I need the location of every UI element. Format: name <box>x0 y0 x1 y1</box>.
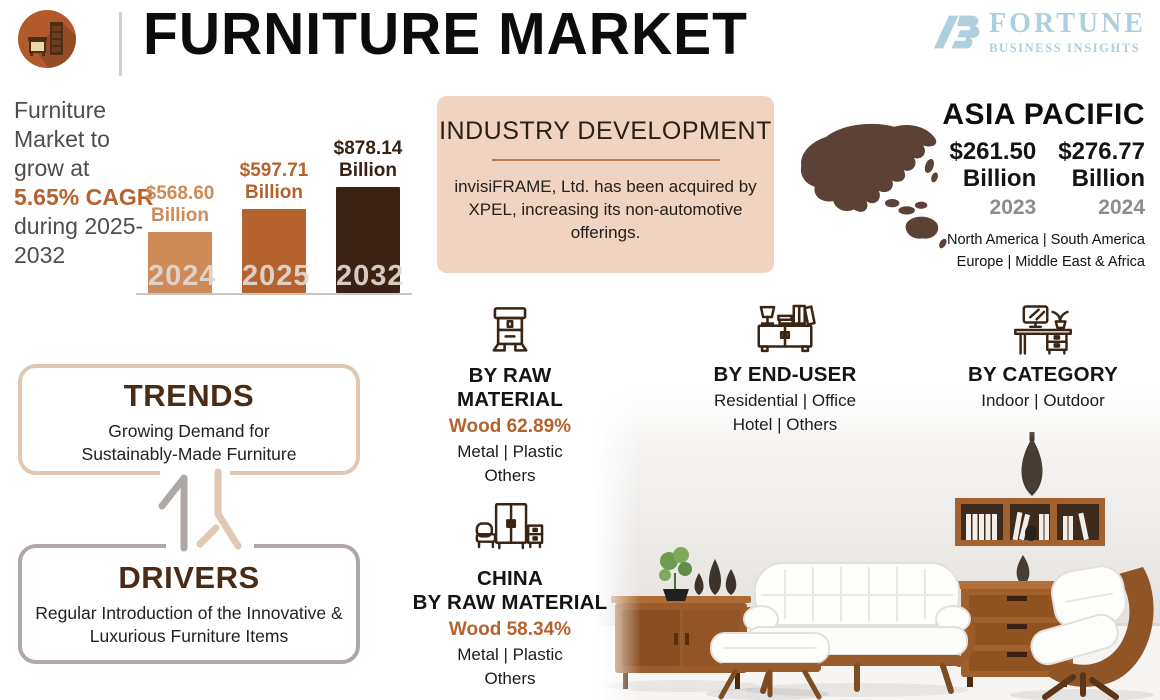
asia-pacific-stat-2024: $276.77 Billion 2024 <box>1058 138 1145 219</box>
wardrobe-armchair-icon <box>475 503 544 550</box>
bar-value-label: $878.14 Billion <box>333 138 403 182</box>
trends-card: TRENDS Growing Demand for Sustainably-Ma… <box>18 364 360 475</box>
header-divider <box>119 12 122 76</box>
desk-monitor-icon <box>1014 305 1072 355</box>
divider <box>491 159 720 161</box>
asia-pacific-stat-2023: $261.50 Billion 2023 <box>949 138 1037 219</box>
market-size-bar-chart: $568.60 Billion 2024 $597.71 Billion 2025 … <box>136 136 412 293</box>
drivers-card: DRIVERS Regular Introduction of the Inno… <box>18 544 360 664</box>
sideboard-lamp-books-icon <box>757 304 816 353</box>
bar-2032: $878.14 Billion 2032 <box>324 138 412 293</box>
segment-china-by-raw-material: CHINA BY RAW MATERIAL Wood 58.34% Metal … <box>406 500 614 689</box>
bar-2025: $597.71 Billion 2025 <box>230 160 318 293</box>
brand-name: FORTUNE <box>989 8 1146 39</box>
segment-by-category: BY CATEGORY Indoor | Outdoor <box>945 302 1141 411</box>
bar-2024: $568.60 Billion 2024 <box>136 183 224 293</box>
bar-year-label: 2032 <box>336 260 405 292</box>
intro-suffix: during 2025-2032 <box>14 212 144 268</box>
nightstand-icon <box>492 307 528 352</box>
intro-accent: 5.65% CAGR <box>14 183 154 210</box>
fb-monogram-icon <box>933 15 980 49</box>
industry-development-card: INDUSTRY DEVELOPMENT invisiFRAME, Ltd. h… <box>437 96 774 273</box>
trends-title: TRENDS <box>123 378 255 413</box>
living-room-photo <box>595 383 1160 700</box>
industry-development-body: invisiFRAME, Ltd. has been acquired by X… <box>454 177 757 243</box>
furniture-cabinet-icon <box>18 10 76 68</box>
bar-year-label: 2024 <box>148 260 217 292</box>
segment-by-end-user: BY END-USER Residential | Office Hotel |… <box>686 300 884 435</box>
asia-pacific-title: ASIA PACIFIC <box>942 98 1145 131</box>
bar-rect: 2025 <box>242 209 311 293</box>
intro-prefix: Furniture Market to grow at <box>14 97 110 181</box>
bar-value-label: $568.60 Billion <box>145 183 215 227</box>
bar-value-label: $597.71 Billion <box>239 160 309 204</box>
asia-pacific-block: ASIA PACIFIC $261.50 Billion 2023 $276.7… <box>917 98 1145 273</box>
page-title: FURNITURE MARKET <box>143 1 748 68</box>
brand-tagline: BUSINESS INSIGHTS <box>989 41 1141 55</box>
intro-text: Furniture Market to grow at 5.65% CAGR d… <box>14 96 156 270</box>
fortune-business-insights-logo: FORTUNE BUSINESS INSIGHTS <box>932 10 1146 55</box>
bar-rect: 2032 <box>336 187 405 293</box>
bar-rect: 2024 <box>148 232 217 293</box>
drivers-title: DRIVERS <box>118 560 260 595</box>
industry-development-title: INDUSTRY DEVELOPMENT <box>439 117 772 145</box>
regions-list: North America | South America Europe | M… <box>947 231 1145 270</box>
trends-body: Growing Demand for Sustainably-Made Furn… <box>81 421 297 464</box>
drivers-body: Regular Introduction of the Innovative &… <box>35 603 343 646</box>
trends-drivers-connector <box>158 466 254 554</box>
chart-baseline <box>136 293 412 295</box>
bar-year-label: 2025 <box>242 260 311 292</box>
segment-by-raw-material: BY RAW MATERIAL Wood 62.89% Metal | Plas… <box>415 303 605 486</box>
asia-pacific-map <box>800 123 947 249</box>
